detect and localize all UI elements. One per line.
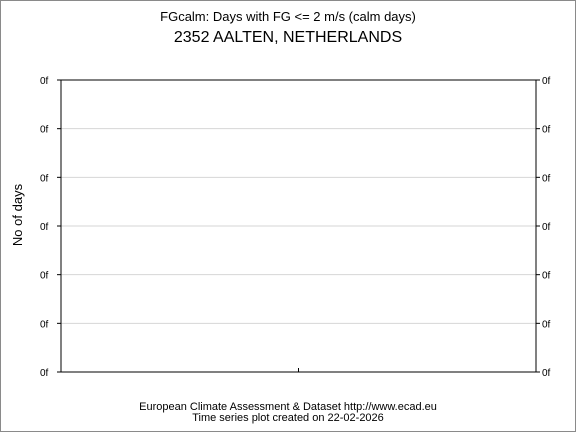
footer-created: Time series plot created on 22-02-2026 (192, 412, 384, 424)
axis-ticks (57, 79, 540, 373)
y-tick-labels-left: 0f 0f 0f 0f 0f 0f 0f (40, 76, 49, 379)
y-tick-label-right: 0f (542, 368, 551, 379)
y-tick-label-right: 0f (542, 173, 551, 184)
y-axis-label: No of days (10, 183, 25, 246)
y-tick-label-left: 0f (40, 222, 49, 233)
y-tick-label-right: 0f (542, 222, 551, 233)
footer-source: European Climate Assessment & Dataset ht… (139, 401, 437, 413)
y-tick-label-right: 0f (542, 76, 551, 87)
y-tick-label-right: 0f (542, 319, 551, 330)
y-tick-labels-right: 0f 0f 0f 0f 0f 0f 0f (542, 76, 551, 379)
gridlines (61, 128, 536, 324)
y-tick-label-left: 0f (40, 271, 49, 282)
y-tick-label-left: 0f (40, 173, 49, 184)
y-tick-label-left: 0f (40, 319, 49, 330)
y-tick-label-left: 0f (40, 368, 49, 379)
chart-title: FGcalm: Days with FG <= 2 m/s (calm days… (160, 9, 416, 24)
chart-subtitle: 2352 AALTEN, NETHERLANDS (174, 29, 402, 46)
y-tick-label-left: 0f (40, 76, 49, 87)
y-tick-label-left: 0f (40, 125, 49, 136)
y-tick-label-right: 0f (542, 125, 551, 136)
y-tick-label-right: 0f (542, 271, 551, 282)
